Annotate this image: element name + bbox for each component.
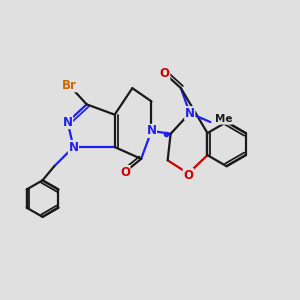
Text: O: O [120, 166, 130, 178]
Text: N: N [146, 124, 157, 137]
Text: N: N [63, 116, 73, 128]
Text: Br: Br [61, 79, 76, 92]
Text: N: N [185, 107, 195, 120]
Text: O: O [183, 169, 193, 182]
Text: O: O [160, 67, 170, 80]
Text: N: N [68, 141, 78, 154]
Text: Me: Me [215, 114, 232, 124]
